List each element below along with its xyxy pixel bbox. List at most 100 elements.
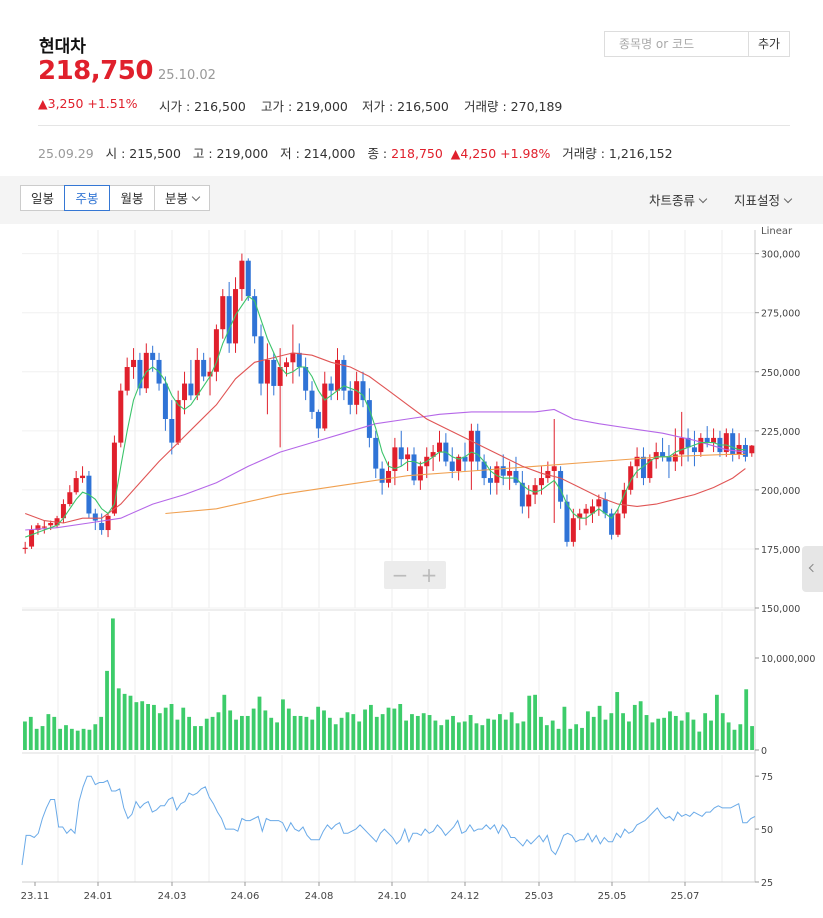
- y-tick-label: 175,000: [761, 545, 800, 556]
- candle-up: [239, 260, 245, 290]
- candle-close: 종 : 218,750: [367, 146, 443, 161]
- candle-down: [513, 470, 519, 483]
- indicator-settings-menu[interactable]: 지표설정: [734, 190, 793, 209]
- volume-bar: [668, 711, 672, 750]
- low-price: 저가 : 216,500: [362, 99, 449, 114]
- x-tick-label: 24.08: [305, 891, 334, 902]
- volume-bar: [597, 705, 602, 750]
- volume-bar: [134, 702, 139, 750]
- volume-bar: [251, 708, 256, 750]
- candle-down: [704, 437, 710, 443]
- tab-monthly[interactable]: 월봉: [109, 185, 155, 211]
- candle-up: [468, 430, 474, 462]
- search-input[interactable]: [604, 31, 749, 57]
- volume-bar: [175, 719, 180, 750]
- volume-bar: [281, 699, 285, 750]
- candle-up: [284, 362, 290, 368]
- x-tick-label: 24.12: [451, 891, 480, 902]
- volume-bar: [621, 713, 625, 750]
- candle-down: [296, 352, 302, 368]
- scale-label: Linear: [761, 226, 793, 237]
- x-tick-label: 25.07: [671, 891, 700, 902]
- candle-down: [99, 522, 105, 531]
- volume-bar: [492, 719, 496, 750]
- candle-down: [341, 359, 347, 391]
- volume-bar: [292, 715, 297, 750]
- zoom-out-button[interactable]: −: [391, 563, 409, 587]
- ma5-line: [25, 295, 746, 538]
- volume-bar: [456, 722, 461, 750]
- x-tick-label: 24.06: [231, 891, 260, 902]
- volume-bar: [116, 688, 121, 750]
- candle-change: ▲4,250 +1.98%: [450, 146, 551, 161]
- candle-up: [551, 466, 557, 471]
- volume-bar: [93, 724, 98, 750]
- zoom-controls: − +: [384, 561, 446, 589]
- volume-bar: [480, 725, 485, 750]
- volume-bar: [638, 701, 643, 750]
- candle-up: [35, 525, 41, 531]
- volume-bar: [750, 726, 754, 750]
- high-price: 고가 : 219,000: [261, 99, 348, 114]
- candle-down: [271, 359, 277, 386]
- candle-up: [124, 367, 130, 391]
- side-panel-toggle[interactable]: [802, 546, 823, 592]
- volume-bar: [69, 728, 74, 750]
- tab-weekly[interactable]: 주봉: [64, 185, 110, 211]
- volume-bar: [503, 719, 508, 750]
- candle-up: [589, 506, 595, 514]
- y-tick-label: 150,000: [761, 604, 800, 615]
- volume-bar: [204, 718, 209, 750]
- volume-bar: [275, 722, 279, 750]
- candle-info-bar: 25.09.29 시 : 215,500 고 : 219,000 저 : 214…: [38, 143, 673, 162]
- volume-bar: [374, 716, 379, 750]
- candle-down: [660, 452, 666, 457]
- candle-down: [188, 383, 194, 396]
- volume-bar: [286, 708, 291, 750]
- open-price: 시가 : 216,500: [159, 99, 246, 114]
- x-tick-label: 25.03: [525, 891, 554, 902]
- candle-up: [526, 494, 532, 507]
- volume-bar: [451, 715, 455, 750]
- volume-bar: [439, 725, 444, 750]
- candle-down: [519, 482, 525, 507]
- candle-up: [653, 452, 659, 460]
- candle-high: 고 : 219,000: [192, 146, 269, 161]
- volume-bar: [468, 715, 473, 750]
- volume-bar: [427, 715, 432, 750]
- stock-chart[interactable]: Linear 300,000 275,000 250,000 225,000 200,00…: [0, 224, 823, 918]
- add-button[interactable]: 추가: [749, 31, 790, 57]
- volume-bar: [64, 725, 68, 750]
- candle-up: [131, 359, 137, 368]
- volume-bar: [556, 728, 561, 750]
- candle-down: [379, 468, 385, 483]
- candle-volume: 거래량 : 1,216,152: [562, 146, 673, 161]
- tab-daily[interactable]: 일봉: [20, 185, 65, 211]
- volume-bar: [210, 716, 215, 750]
- volume-bar: [714, 694, 719, 750]
- volume-bar: [521, 721, 526, 750]
- candle-down: [398, 447, 404, 460]
- x-tick-label: 24.01: [84, 891, 113, 902]
- volume-bar: [644, 715, 649, 750]
- candle-up: [175, 400, 181, 443]
- candle-down: [609, 513, 615, 535]
- candle-up: [634, 456, 640, 467]
- candle-down: [328, 383, 334, 391]
- candle-up: [405, 454, 411, 460]
- volume-bar: [685, 712, 690, 750]
- candle-up: [596, 499, 602, 507]
- tab-minute[interactable]: 분봉: [154, 185, 210, 211]
- volume-bar: [738, 724, 743, 750]
- candle-up: [532, 485, 538, 495]
- chart-type-menu[interactable]: 차트종류: [649, 190, 708, 209]
- volume-bar: [662, 717, 667, 750]
- volume-bar: [169, 704, 174, 750]
- volume-bar: [157, 713, 162, 750]
- volume-bar: [421, 713, 426, 750]
- candle-up: [335, 359, 341, 391]
- candle-down: [360, 381, 366, 401]
- candle-up: [182, 383, 188, 401]
- volume-bar: [404, 720, 408, 750]
- zoom-in-button[interactable]: +: [420, 563, 438, 587]
